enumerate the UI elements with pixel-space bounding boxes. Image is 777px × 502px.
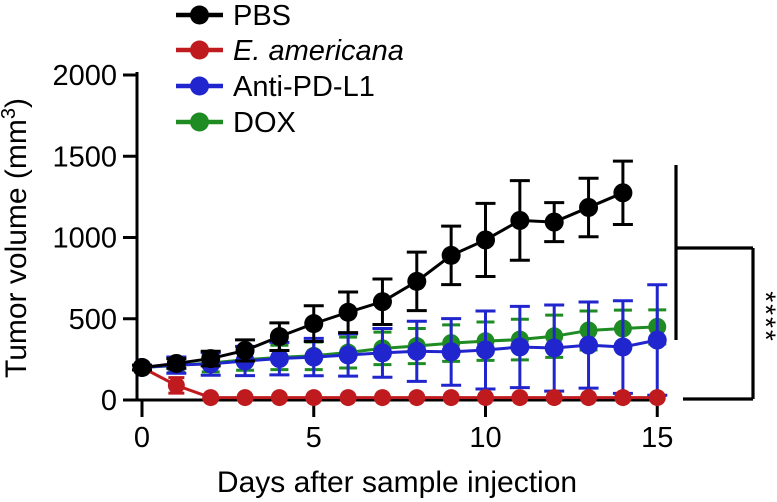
series-anti-pd-l1 bbox=[132, 283, 668, 397]
data-point-e-americana bbox=[339, 389, 357, 407]
data-point-e-americana bbox=[545, 389, 563, 407]
data-point-e-americana bbox=[580, 389, 598, 407]
data-point-e-americana bbox=[511, 389, 529, 407]
y-axis-tick-label: 2000 bbox=[52, 60, 117, 92]
data-point-e-americana bbox=[408, 389, 426, 407]
y-axis-title: Tumor volume (mm3) bbox=[0, 98, 33, 378]
data-point-anti-pd-l1 bbox=[579, 335, 599, 355]
y-axis-tick-label: 1500 bbox=[52, 141, 117, 173]
data-point-anti-pd-l1 bbox=[407, 341, 427, 361]
data-point-pbs bbox=[304, 314, 324, 334]
data-point-anti-pd-l1 bbox=[476, 340, 495, 360]
data-point-pbs bbox=[613, 183, 633, 203]
data-point-pbs bbox=[235, 340, 255, 360]
series-line-e-americana bbox=[141, 366, 658, 400]
data-point-anti-pd-l1 bbox=[269, 349, 289, 369]
data-point-anti-pd-l1 bbox=[441, 342, 461, 362]
data-point-pbs bbox=[441, 245, 461, 265]
legend-item-anti-pd-l1: Anti-PD-L1 bbox=[176, 71, 375, 103]
y-axis-tick-label: 0 bbox=[101, 385, 117, 417]
y-axis-tick-label: 1000 bbox=[52, 223, 117, 255]
legend-marker-circle-e-americana bbox=[190, 40, 209, 60]
data-point-e-americana bbox=[477, 389, 494, 407]
data-point-e-americana bbox=[202, 389, 220, 407]
data-point-e-americana bbox=[373, 389, 391, 407]
legend-item-e-americana: E. americana bbox=[176, 35, 404, 67]
legend-marker-circle-anti-pd-l1 bbox=[190, 76, 209, 96]
data-point-pbs bbox=[201, 349, 221, 369]
data-point-anti-pd-l1 bbox=[510, 337, 530, 357]
series-pbs bbox=[132, 159, 633, 377]
series-line-anti-pd-l1 bbox=[141, 338, 658, 369]
data-point-e-americana bbox=[305, 389, 323, 407]
data-point-pbs bbox=[372, 292, 392, 312]
data-point-pbs bbox=[544, 212, 564, 232]
significance-stars: **** bbox=[751, 291, 777, 343]
data-point-anti-pd-l1 bbox=[544, 338, 564, 358]
axes-group: 0 500 1000 1500 2000 0 5 10 15 Days after sample … bbox=[0, 60, 673, 499]
data-point-anti-pd-l1 bbox=[372, 343, 392, 363]
x-axis-title: Days after sample injection bbox=[217, 466, 577, 499]
data-point-e-americana bbox=[270, 389, 288, 407]
legend-item-pbs: PBS bbox=[176, 0, 291, 32]
data-point-pbs bbox=[338, 302, 358, 322]
data-point-e-americana bbox=[236, 389, 254, 407]
x-axis-tick-label: 10 bbox=[469, 422, 501, 454]
y-axis-tick-label: 500 bbox=[69, 304, 117, 336]
data-point-e-americana bbox=[442, 389, 460, 407]
data-point-pbs bbox=[407, 271, 427, 291]
data-point-anti-pd-l1 bbox=[304, 347, 324, 367]
data-point-e-americana bbox=[648, 389, 666, 407]
legend-item-dox: DOX bbox=[176, 107, 296, 139]
data-point-anti-pd-l1 bbox=[647, 330, 667, 350]
data-point-pbs bbox=[269, 327, 289, 347]
data-point-pbs bbox=[579, 197, 599, 217]
data-point-e-americana bbox=[614, 389, 632, 407]
data-point-pbs bbox=[476, 230, 495, 250]
data-point-pbs bbox=[132, 358, 152, 377]
significance-group: **** bbox=[674, 165, 777, 401]
data-point-anti-pd-l1 bbox=[338, 345, 358, 365]
x-axis-tick-label: 0 bbox=[134, 422, 150, 454]
legend-marker-circle-pbs bbox=[190, 5, 209, 25]
legend-label-e-americana: E. americana bbox=[233, 35, 404, 67]
x-axis-tick-label: 5 bbox=[306, 422, 322, 454]
data-point-e-americana bbox=[167, 376, 185, 394]
data-point-pbs bbox=[510, 210, 530, 230]
legend-marker-circle-dox bbox=[190, 112, 209, 132]
legend-label-anti-pd-l1: Anti-PD-L1 bbox=[233, 71, 375, 103]
legend-label-dox: DOX bbox=[233, 107, 296, 139]
legend-label-pbs: PBS bbox=[233, 0, 291, 32]
data-point-pbs bbox=[166, 353, 186, 373]
data-point-anti-pd-l1 bbox=[613, 337, 633, 357]
x-axis-tick-label: 15 bbox=[641, 422, 673, 454]
significance-bracket bbox=[674, 165, 755, 401]
